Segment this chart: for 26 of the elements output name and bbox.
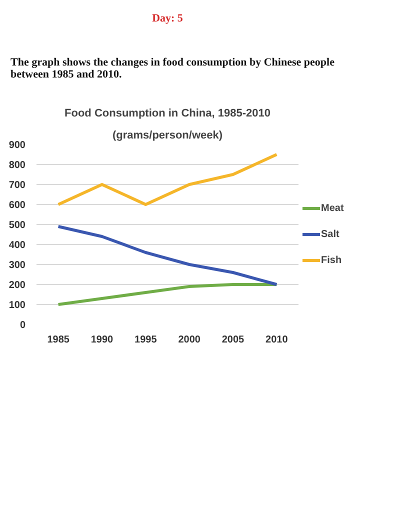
x-tick-label: 2000	[178, 334, 201, 346]
text: The graph shows the changes in food consumption by Chinese people between 1985 and 2010.	[10, 56, 335, 80]
y-tick-label: 100	[8, 300, 26, 311]
x-tick-label: 2005	[222, 334, 245, 346]
y-tick-label: 600	[8, 200, 26, 211]
x-tick-label: 2010	[266, 334, 288, 346]
legend-label: Fish	[321, 254, 342, 266]
y-tick-label: 500	[8, 220, 26, 231]
line-series	[56, 283, 278, 306]
legend-label: Salt	[321, 228, 340, 240]
y-tick-label: 200	[8, 280, 26, 291]
x-tick-label: 1990	[90, 334, 114, 346]
x-tick-label: 1995	[134, 334, 158, 346]
text: Day: 5	[152, 12, 184, 24]
chart-title: Food Consumption in China, 1985-2010	[64, 108, 270, 120]
y-tick-label: 300	[8, 260, 26, 271]
y-tick-label: 800	[8, 160, 26, 171]
legend-label: Meat	[321, 202, 344, 214]
x-tick-label: 1985	[47, 334, 70, 346]
chart-subtitle: (grams/person/week)	[112, 130, 223, 142]
y-tick-label: 0	[20, 320, 26, 331]
y-tick-label: 700	[8, 180, 26, 191]
line-series	[56, 153, 278, 206]
line-series	[56, 225, 278, 286]
y-tick-label: 900	[8, 140, 26, 151]
y-tick-label: 400	[8, 240, 26, 251]
